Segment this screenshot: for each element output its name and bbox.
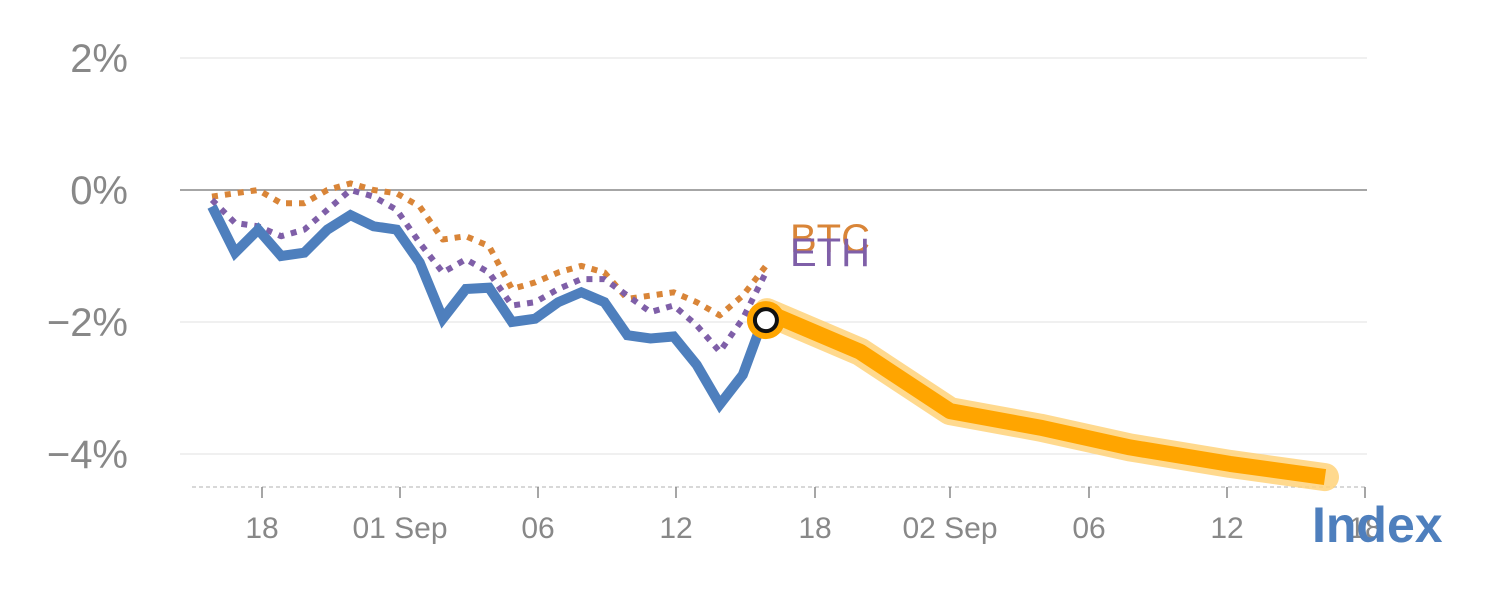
eth-line	[209, 187, 769, 355]
x-tick-label: 18	[798, 512, 831, 545]
y-tick-label: 2%	[70, 37, 128, 81]
x-tick-label: 02 Sep	[902, 512, 997, 545]
y-tick-label: −2%	[47, 301, 128, 345]
series-lines	[207, 180, 1339, 492]
x-tick-label: 06	[521, 512, 554, 545]
index-line	[207, 204, 771, 414]
x-tick-label: 12	[1210, 512, 1243, 545]
series-label-eth: ETH	[790, 231, 870, 275]
series-label-btc: BTC	[790, 217, 870, 261]
y-axis-ticks: 2% 0% −2% −4%	[47, 37, 128, 477]
x-tick-label: 18	[245, 512, 278, 545]
gridlines	[180, 57, 1367, 455]
series-label-index: Index	[1312, 497, 1443, 553]
x-tick-label: 06	[1072, 512, 1105, 545]
x-tick-label: 01 Sep	[352, 512, 447, 545]
projection-line	[763, 304, 1327, 486]
x-axis: 18 01 Sep 06 12 18 02 Sep 06 12 18	[192, 486, 1382, 545]
x-tick-label: 12	[659, 512, 692, 545]
projection-glow	[753, 298, 1339, 492]
btc-line	[211, 180, 769, 319]
endpoint-marker	[752, 307, 779, 334]
y-tick-label: −4%	[47, 433, 128, 477]
x-tick-label: 18	[1348, 512, 1381, 545]
y-tick-label: 0%	[70, 169, 128, 213]
